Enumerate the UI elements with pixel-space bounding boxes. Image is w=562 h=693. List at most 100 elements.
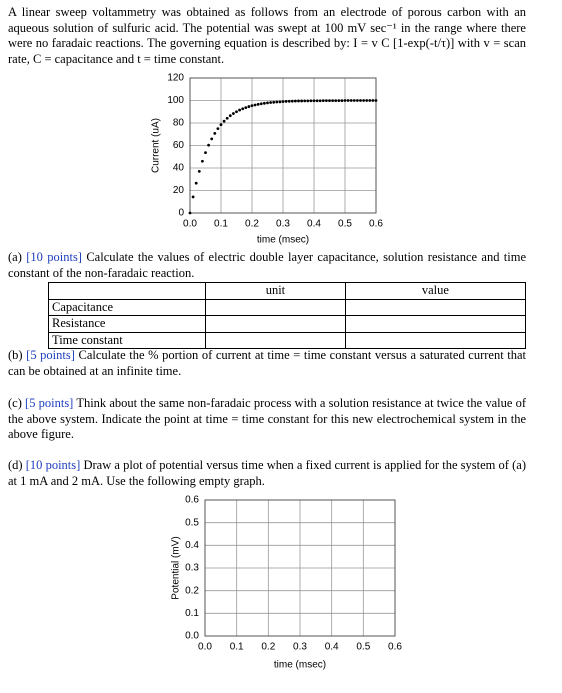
plot-frame: [189, 77, 377, 214]
point: [325, 99, 328, 103]
point: [368, 99, 372, 102]
y-tick-label: 60: [173, 140, 185, 151]
point: [232, 112, 235, 115]
point: [207, 143, 211, 147]
cell[interactable]: [205, 298, 346, 316]
y-tick-label: 0: [178, 208, 184, 219]
cell[interactable]: [205, 331, 346, 349]
row-label: Capacitance: [48, 298, 206, 316]
point: [309, 99, 313, 103]
point: [201, 159, 204, 163]
y-tick-label: 20: [173, 185, 185, 196]
y-tick-label: 80: [173, 118, 185, 129]
point: [349, 99, 353, 102]
x-tick-label: 0.3: [293, 642, 307, 653]
x-tick-label: 0.4: [325, 642, 339, 653]
point: [247, 105, 251, 108]
point: [219, 123, 223, 127]
y-tick-label: 40: [173, 163, 185, 174]
y-axis-title: Current (uA): [151, 118, 162, 173]
point: [281, 100, 285, 104]
point: [287, 99, 291, 103]
point: [210, 137, 214, 141]
point: [318, 99, 322, 103]
x-tick-label: 0.6: [369, 219, 383, 230]
point: [256, 102, 260, 106]
x-tick-label: 0.0: [183, 219, 197, 230]
x-axis-title: time (msec): [257, 235, 309, 246]
y-tick-label: 120: [167, 73, 184, 84]
point: [294, 99, 297, 103]
part: (a) [10 points] Calculate the values of …: [8, 250, 526, 281]
point: [275, 100, 279, 104]
point: [371, 99, 375, 102]
point: [228, 114, 232, 118]
part-label: (c): [8, 396, 22, 410]
x-tick-label: 0.0: [198, 642, 212, 653]
points: [10 points]: [26, 250, 82, 264]
point: [241, 107, 245, 111]
point: [194, 181, 198, 185]
x-tick-label: 0.5: [338, 219, 352, 230]
point: [362, 99, 365, 102]
y-tick-label: 0.0: [185, 631, 199, 642]
x-axis-title: time (msec): [274, 660, 326, 671]
point: [297, 99, 300, 103]
y-tick-label: 0.2: [185, 585, 199, 596]
y-tick-label: 0.4: [185, 540, 199, 551]
x-tick-label: 0.3: [276, 219, 290, 230]
part-label: (a): [8, 250, 22, 264]
point: [346, 99, 350, 102]
cell: [48, 282, 206, 300]
point: [306, 99, 310, 103]
y-axis-title: Potential (mV): [171, 536, 182, 599]
points: [5 points]: [25, 396, 74, 410]
y-tick-label: 0.5: [185, 517, 199, 528]
point: [259, 102, 263, 106]
point: [356, 99, 359, 102]
x-tick-label: 0.1: [230, 642, 244, 653]
part: (d) [10 points] Draw a plot of potential…: [8, 458, 526, 489]
point: [244, 106, 248, 109]
y-tick-label: 100: [167, 95, 184, 106]
cell[interactable]: [344, 298, 527, 316]
part-text: Calculate the % portion of current at ti…: [8, 348, 527, 378]
point: [340, 99, 344, 103]
x-tick-label: 0.2: [245, 219, 259, 230]
point: [365, 99, 369, 102]
point: [328, 99, 331, 103]
part: (b) [5 points] Calculate the % portion o…: [8, 348, 526, 379]
points: [10 points]: [25, 458, 81, 472]
y-tick-label: 0.6: [185, 495, 199, 506]
x-tick-label: 0.1: [214, 219, 228, 230]
point: [359, 99, 362, 102]
point: [225, 116, 229, 120]
point: [303, 99, 307, 103]
point: [278, 100, 282, 104]
cell[interactable]: [344, 315, 527, 333]
part-text: Draw a plot of potential versus time whe…: [8, 458, 527, 488]
point: [300, 99, 303, 103]
point: [284, 100, 288, 103]
point: [238, 108, 242, 112]
cell[interactable]: [205, 315, 346, 333]
part: (c) [5 points] Think about the same non-…: [8, 396, 526, 443]
plot-frame: [204, 499, 396, 637]
part-label: (d): [8, 458, 23, 472]
point: [235, 110, 238, 114]
point: [191, 195, 195, 199]
header-cell: unit: [205, 282, 346, 300]
header-cell: value: [344, 282, 527, 300]
point: [197, 169, 201, 173]
y-tick-label: 0.3: [185, 563, 199, 574]
point: [253, 103, 257, 107]
x-tick-label: 0.2: [261, 642, 275, 653]
point: [331, 99, 334, 103]
x-tick-label: 0.6: [388, 642, 402, 653]
cell[interactable]: [344, 331, 527, 349]
points: [5 points]: [26, 348, 75, 362]
point: [334, 99, 338, 103]
part-text: Calculate the values of electric double …: [8, 250, 527, 280]
point: [272, 100, 276, 104]
